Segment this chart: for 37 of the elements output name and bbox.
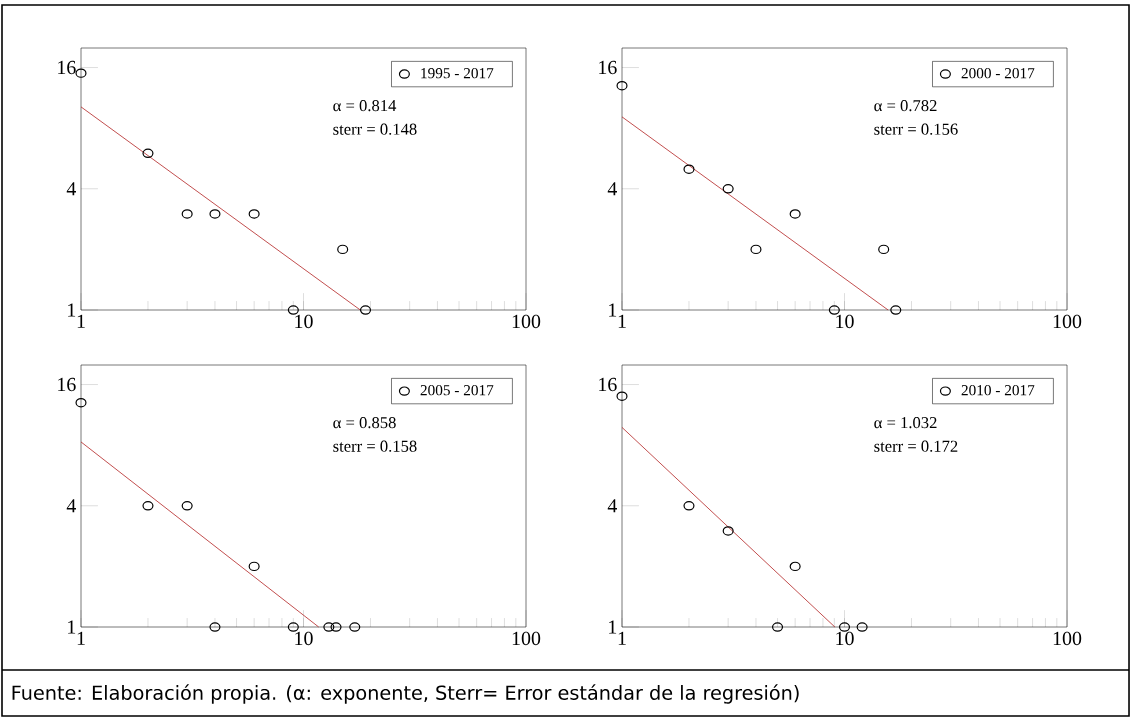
legend-label: 2005 - 2017 [420, 385, 494, 396]
x-tick-label: 1 [618, 314, 626, 328]
legend-label: 2010 - 2017 [961, 385, 1035, 396]
x-tick-label: 1 [618, 631, 626, 645]
y-tick-label: 1 [68, 303, 76, 317]
legend-label: 2000 - 2017 [961, 68, 1035, 79]
x-tick-label: 100 [1053, 631, 1082, 646]
x-tick-label: 100 [1053, 314, 1082, 329]
x-tick-label: 10 [836, 314, 854, 329]
annotation: sterr = 0.156 [874, 123, 958, 135]
y-tick-label: 16 [599, 60, 617, 75]
annotation: sterr = 0.158 [333, 440, 417, 452]
y-tick-label: 16 [58, 377, 76, 392]
x-tick-label: 100 [512, 314, 541, 329]
x-tick-label: 10 [295, 631, 313, 646]
y-tick-label: 4 [66, 182, 76, 196]
y-tick-label: 1 [68, 620, 76, 634]
x-tick-label: 10 [836, 631, 854, 646]
x-tick-label: 1 [77, 631, 85, 645]
source-note: Fuente: Elaboración propia. (α: exponente, Sterr= Error estándar de la regresión) [12, 684, 799, 704]
y-tick-label: 4 [607, 499, 617, 513]
x-tick-label: 10 [295, 314, 313, 329]
y-tick-label: 4 [607, 182, 617, 196]
x-tick-label: 1 [77, 314, 85, 328]
annotation: α = 1.032 [874, 417, 937, 429]
annotation: sterr = 0.172 [874, 440, 958, 452]
y-tick-label: 4 [66, 499, 76, 513]
y-tick-label: 16 [599, 377, 617, 392]
annotation: sterr = 0.148 [333, 123, 417, 135]
legend-label: 1995 - 2017 [421, 68, 494, 79]
y-tick-label: 1 [609, 303, 617, 317]
y-tick-label: 16 [58, 60, 76, 75]
annotation: α = 0.814 [333, 100, 397, 112]
annotation: α = 0.782 [874, 100, 937, 112]
y-tick-label: 1 [609, 620, 617, 634]
annotation: α = 0.858 [333, 417, 396, 429]
x-tick-label: 100 [512, 631, 541, 646]
